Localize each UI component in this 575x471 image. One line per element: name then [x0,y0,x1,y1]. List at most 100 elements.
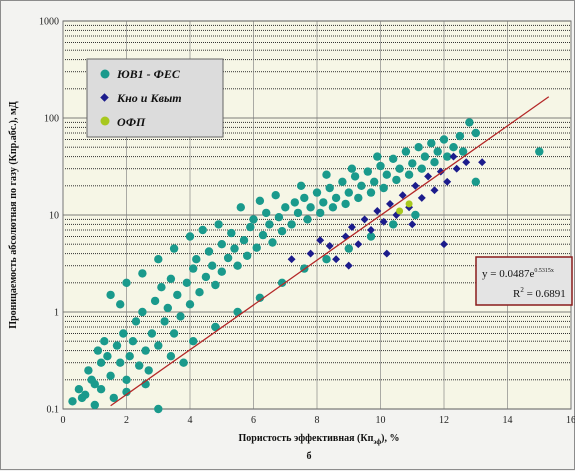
data-point-fes [208,262,216,270]
data-point-fes [319,198,327,206]
data-point-fes [392,176,400,184]
data-point-fes [97,385,105,393]
data-point-fes [341,200,349,208]
x-axis-label: Пористость эффективная (Кпэф), % [238,433,399,446]
data-point-fes [100,337,108,345]
data-point-fes [84,366,92,374]
data-point-fes [243,252,251,260]
data-point-fes [173,291,181,299]
data-point-fes [164,304,172,312]
data-point-fes [313,188,321,196]
data-point-fes [167,352,175,360]
data-point-fes [135,361,143,369]
data-point-fes [322,171,330,179]
data-point-fes [91,401,99,409]
data-point-fes [472,178,480,186]
data-point-fes [214,220,222,228]
data-point-fes [148,329,156,337]
data-point-fes [122,279,130,287]
data-point-fes [227,229,235,237]
data-point-fes [278,227,286,235]
y-tick-label: 0.1 [47,405,60,416]
data-point-fes [145,366,153,374]
data-point-fes [364,167,372,175]
data-point-fes [129,337,137,345]
data-point-fes [176,312,184,320]
data-point-fes [300,194,308,202]
data-point-fes [94,346,102,354]
data-point-fes [154,341,162,349]
panel-label: б [307,451,312,462]
data-point-fes [434,147,442,155]
data-point-fes [402,147,410,155]
data-point-fes [106,291,114,299]
data-point-fes [154,255,162,263]
data-point-fes [370,178,378,186]
data-point-fes [256,197,264,205]
y-tick-label: 1000 [39,17,59,28]
legend-label-fes: ЮВ1 - ФЕС [116,67,181,81]
data-point-fes [345,244,353,252]
data-point-fes [87,376,95,384]
data-point-fes [357,182,365,190]
data-point-fes [380,184,388,192]
data-point-fes [275,213,283,221]
data-point-fes [205,247,213,255]
y-tick-label: 10 [49,211,59,222]
data-point-fes [418,165,426,173]
legend-label-ofp: ОФП [117,115,146,129]
data-point-fes [116,300,124,308]
data-point-fes [389,155,397,163]
data-point-ofp [406,200,413,207]
data-point-fes [106,372,114,380]
data-point-fes [138,308,146,316]
data-point-fes [421,152,429,160]
data-point-fes [189,337,197,345]
data-point-fes [192,255,200,263]
data-point-fes [297,182,305,190]
data-point-fes [332,194,340,202]
data-point-fes [97,359,105,367]
data-point-fes [408,159,416,167]
data-point-fes [132,317,140,325]
data-point-fes [154,405,162,413]
data-point-fes [233,308,241,316]
data-point-fes [472,129,480,137]
x-tick-label: 12 [439,415,449,426]
data-point-fes [294,209,302,217]
legend: ЮВ1 - ФЕС Кно и Квыт ОФП [87,59,223,137]
data-point-fes [249,215,257,223]
data-point-fes [354,194,362,202]
data-point-fes [170,244,178,252]
y-tick-label: 100 [44,114,59,125]
x-tick-label: 16 [566,415,575,426]
data-point-fes [456,132,464,140]
data-point-fes [218,268,226,276]
data-point-fes [291,198,299,206]
data-point-fes [316,209,324,217]
data-point-fes [138,269,146,277]
x-tick-label: 10 [376,415,386,426]
data-point-fes [195,288,203,296]
data-point-fes [151,297,159,305]
data-point-fes [186,300,194,308]
data-point-fes [179,359,187,367]
data-point-fes [345,188,353,196]
data-point-fes [259,231,267,239]
data-point-fes [189,264,197,272]
data-point-fes [119,329,127,337]
data-point-fes [246,223,254,231]
data-point-fes [306,203,314,211]
data-point-fes [373,152,381,160]
data-point-fes [199,226,207,234]
x-tick-label: 6 [251,415,256,426]
data-point-fes [126,352,134,360]
x-tick-label: 8 [315,415,320,426]
data-point-fes [122,376,130,384]
data-point-fes [103,352,111,360]
data-point-fes [449,143,457,151]
data-point-fes [116,359,124,367]
data-point-fes [202,273,210,281]
